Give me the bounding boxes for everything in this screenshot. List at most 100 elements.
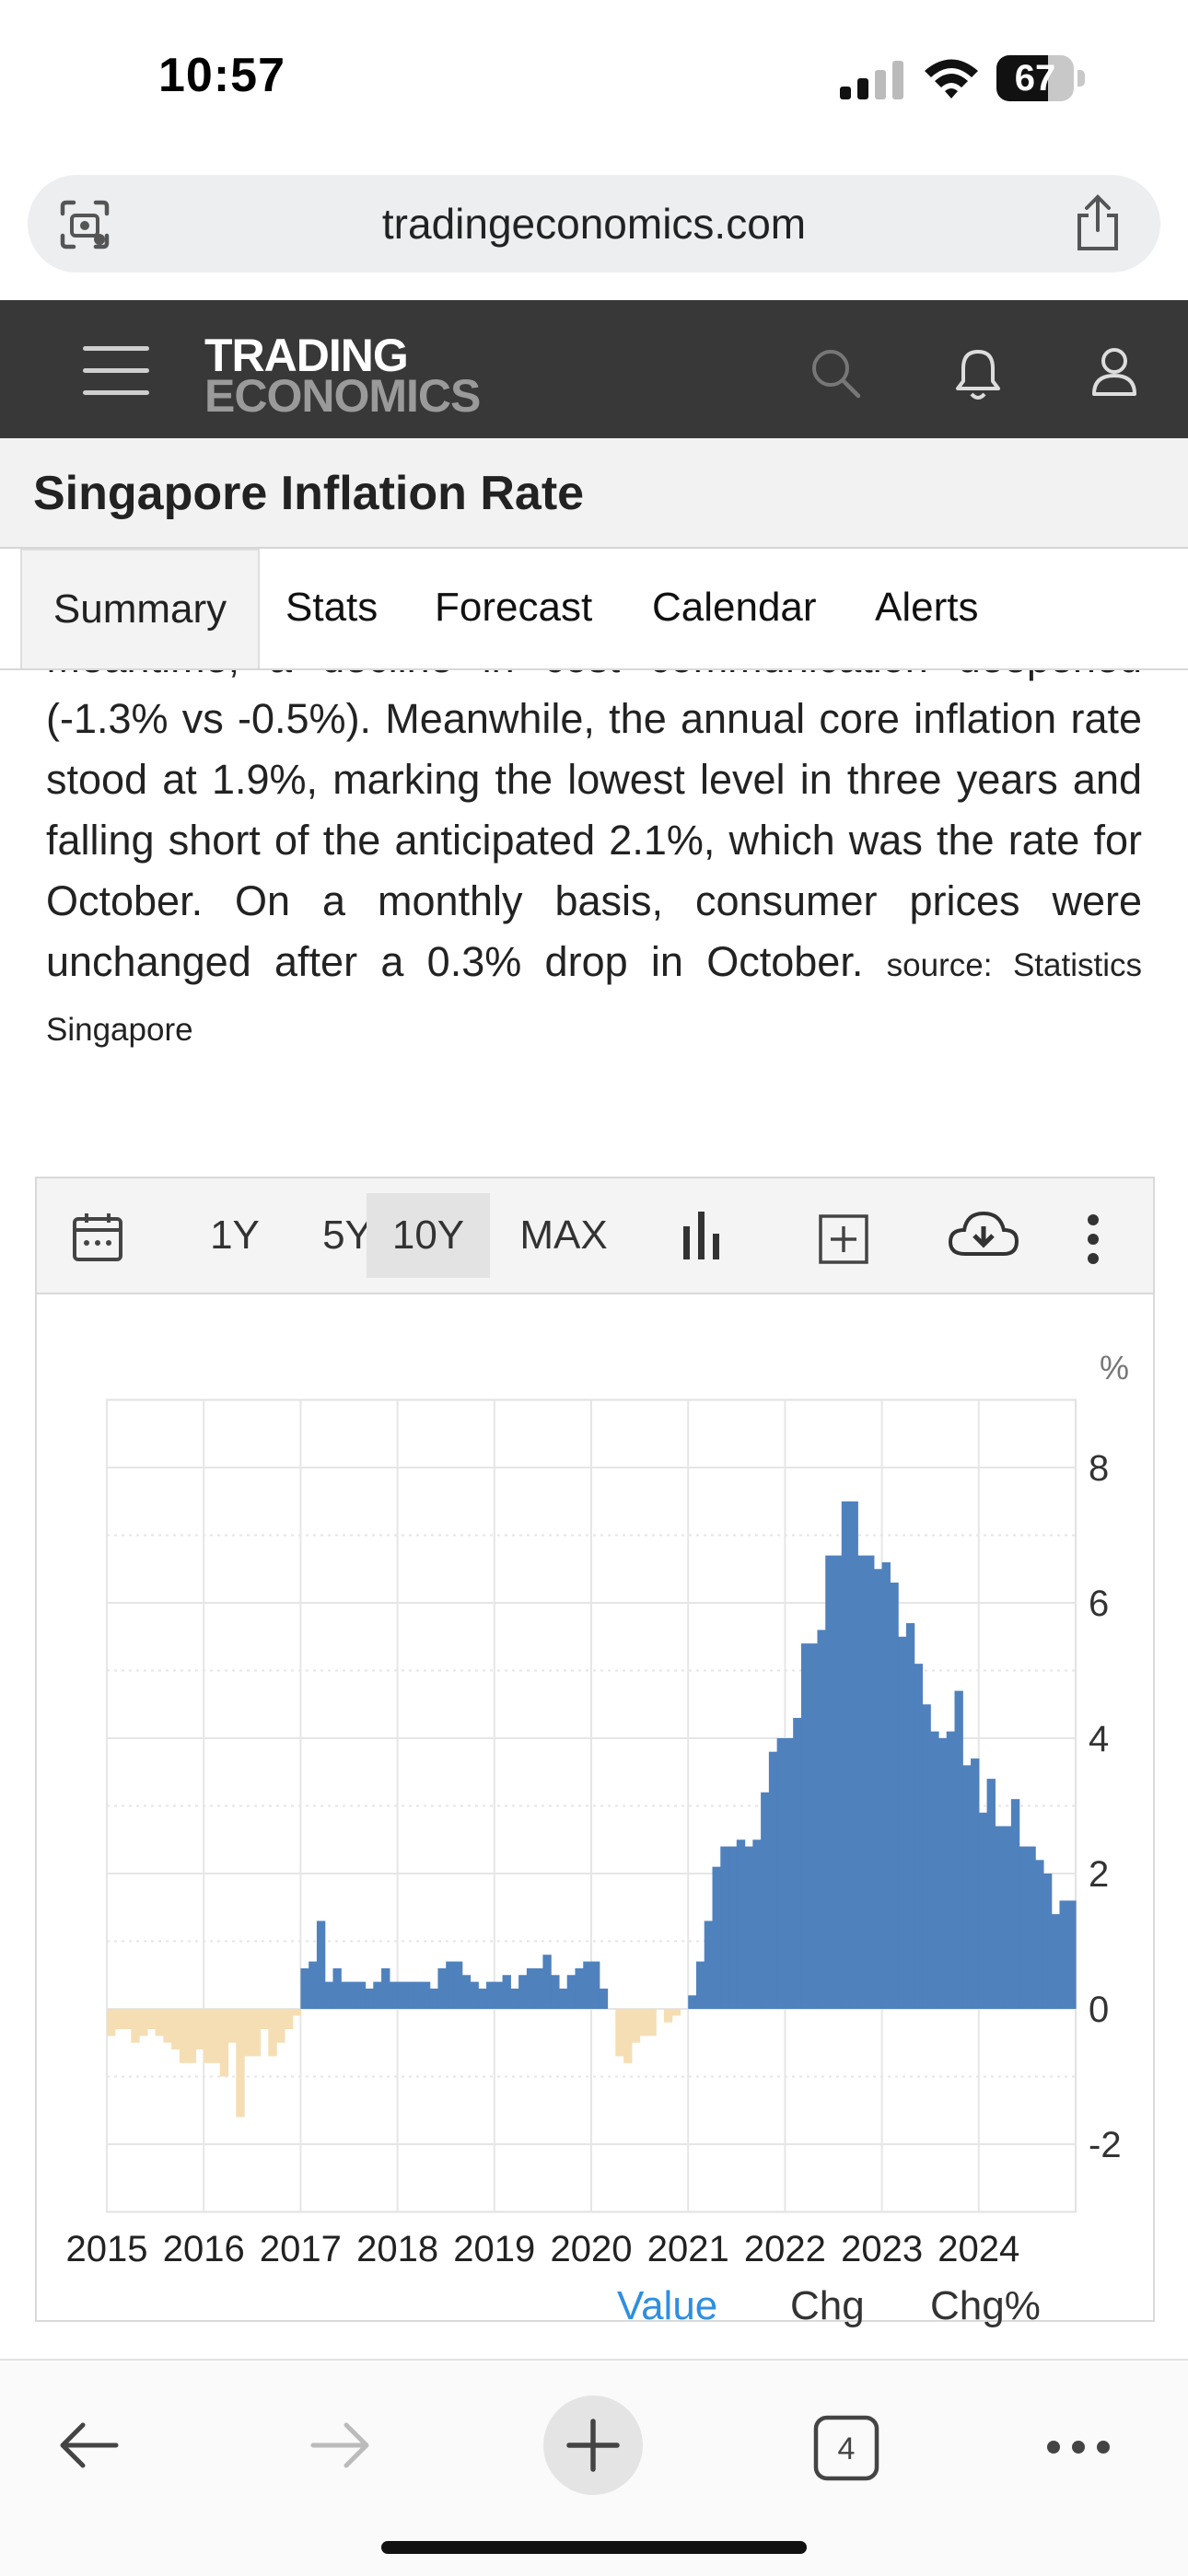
bar[interactable] [389, 1981, 399, 2009]
tab-forecast[interactable]: Forecast [435, 585, 593, 630]
bar[interactable] [962, 1765, 972, 2009]
bar[interactable] [914, 1664, 924, 2009]
bar[interactable] [995, 1826, 1004, 2009]
bar[interactable] [905, 1623, 915, 2009]
calendar-icon[interactable] [72, 1212, 123, 1263]
bar[interactable] [712, 1866, 721, 2009]
more-menu-icon[interactable] [1046, 2438, 1111, 2456]
bar[interactable] [429, 1988, 439, 2009]
article-source[interactable]: source: Statistics Singapore [46, 947, 1142, 1048]
bar[interactable] [300, 1967, 309, 2009]
bell-icon[interactable] [954, 346, 1002, 401]
bar[interactable] [922, 1704, 931, 2009]
share-icon[interactable] [1072, 193, 1124, 252]
bar[interactable] [736, 1839, 746, 2009]
bar[interactable] [704, 1920, 714, 2009]
back-icon[interactable] [55, 2419, 122, 2471]
bar[interactable] [566, 1975, 577, 2009]
bar[interactable] [534, 1967, 543, 2009]
bar[interactable] [260, 2009, 269, 2030]
bar[interactable] [486, 1981, 495, 2009]
bar[interactable] [122, 2009, 132, 2030]
tab-alerts[interactable]: Alerts [875, 585, 979, 630]
bar[interactable] [446, 1961, 455, 2009]
bar[interactable] [841, 1501, 851, 2009]
tab-stats[interactable]: Stats [285, 585, 379, 630]
bar[interactable] [204, 2009, 213, 2063]
bar[interactable] [526, 1967, 536, 2009]
bar[interactable] [373, 1981, 382, 2009]
bar[interactable] [1051, 1914, 1061, 2009]
compare-add-icon[interactable] [818, 1213, 869, 1265]
bar[interactable] [946, 1731, 956, 2009]
bar[interactable] [421, 1981, 431, 2009]
bar[interactable] [139, 2009, 148, 2036]
bar[interactable] [309, 1961, 318, 2009]
bar[interactable] [1019, 1846, 1028, 2009]
bar[interactable] [817, 1630, 826, 2009]
inflation-chart[interactable]: 8 6 4 2 0 -2% 2015 2016 2017 2018 2019 2020 2021 2022… [37, 1294, 1153, 2280]
user-account-icon[interactable] [1090, 346, 1138, 398]
bar[interactable] [785, 1738, 794, 2009]
bar[interactable] [1059, 1900, 1068, 2009]
bar[interactable] [768, 1751, 778, 2009]
site-logo[interactable]: TRADING ECONOMICS [204, 332, 481, 419]
bar[interactable] [800, 1643, 810, 2009]
bar[interactable] [890, 1582, 899, 2009]
forward-icon[interactable] [308, 2419, 374, 2471]
bar[interactable] [542, 1955, 552, 2009]
bar[interactable] [502, 1975, 511, 2009]
bar[interactable] [671, 2009, 681, 2016]
bar[interactable] [857, 1555, 867, 2009]
bar[interactable] [381, 1967, 390, 2009]
bar[interactable] [825, 1555, 834, 2009]
bar[interactable] [575, 1967, 584, 2009]
bar[interactable] [179, 2009, 189, 2063]
bar[interactable] [227, 2009, 237, 2043]
bar[interactable] [833, 1555, 843, 2009]
more-options-icon[interactable] [1085, 1213, 1101, 1265]
bar[interactable] [107, 2009, 116, 2036]
bar[interactable] [898, 1636, 907, 2009]
bar[interactable] [413, 1981, 423, 2009]
bar[interactable] [623, 2009, 633, 2063]
bar[interactable] [114, 2009, 124, 2030]
bar[interactable] [615, 2009, 624, 2057]
bar[interactable] [591, 1961, 600, 2009]
bar[interactable] [663, 2009, 673, 2023]
download-icon[interactable] [949, 1210, 1019, 1261]
bar[interactable] [341, 1981, 350, 2009]
range-10y-button[interactable]: 10Y [367, 1193, 490, 1278]
bar[interactable] [332, 1967, 342, 2009]
bar[interactable] [688, 1995, 697, 2009]
bar[interactable] [873, 1569, 883, 2009]
bar[interactable] [244, 2009, 253, 2057]
menu-icon[interactable] [83, 346, 149, 396]
bar[interactable] [518, 1975, 528, 2009]
bar[interactable] [583, 1961, 592, 2009]
bar[interactable] [631, 2009, 641, 2043]
address-bar[interactable]: tradingeconomics.com [28, 175, 1160, 273]
bar[interactable] [849, 1501, 858, 2009]
bar[interactable] [599, 1988, 609, 2009]
bar[interactable] [639, 2009, 648, 2036]
bar[interactable] [195, 2009, 204, 2050]
bar[interactable] [131, 2009, 140, 2043]
bar[interactable] [930, 1731, 939, 2009]
bar[interactable] [744, 1846, 753, 2009]
bar[interactable] [761, 1792, 770, 2009]
bar[interactable] [494, 1981, 504, 2009]
bar[interactable] [365, 1988, 374, 2009]
bar[interactable] [276, 2009, 285, 2043]
bar[interactable] [1067, 1900, 1077, 2009]
bar[interactable] [292, 2009, 301, 2016]
bar[interactable] [510, 1988, 519, 2009]
bar[interactable] [1003, 1826, 1012, 2009]
bar[interactable] [461, 1975, 472, 2009]
bar[interactable] [728, 1846, 738, 2009]
bar[interactable] [284, 2009, 294, 2030]
bar[interactable] [551, 1975, 560, 2009]
bar[interactable] [211, 2009, 221, 2063]
bar[interactable] [397, 1981, 406, 2009]
bar[interactable] [558, 1988, 568, 2009]
